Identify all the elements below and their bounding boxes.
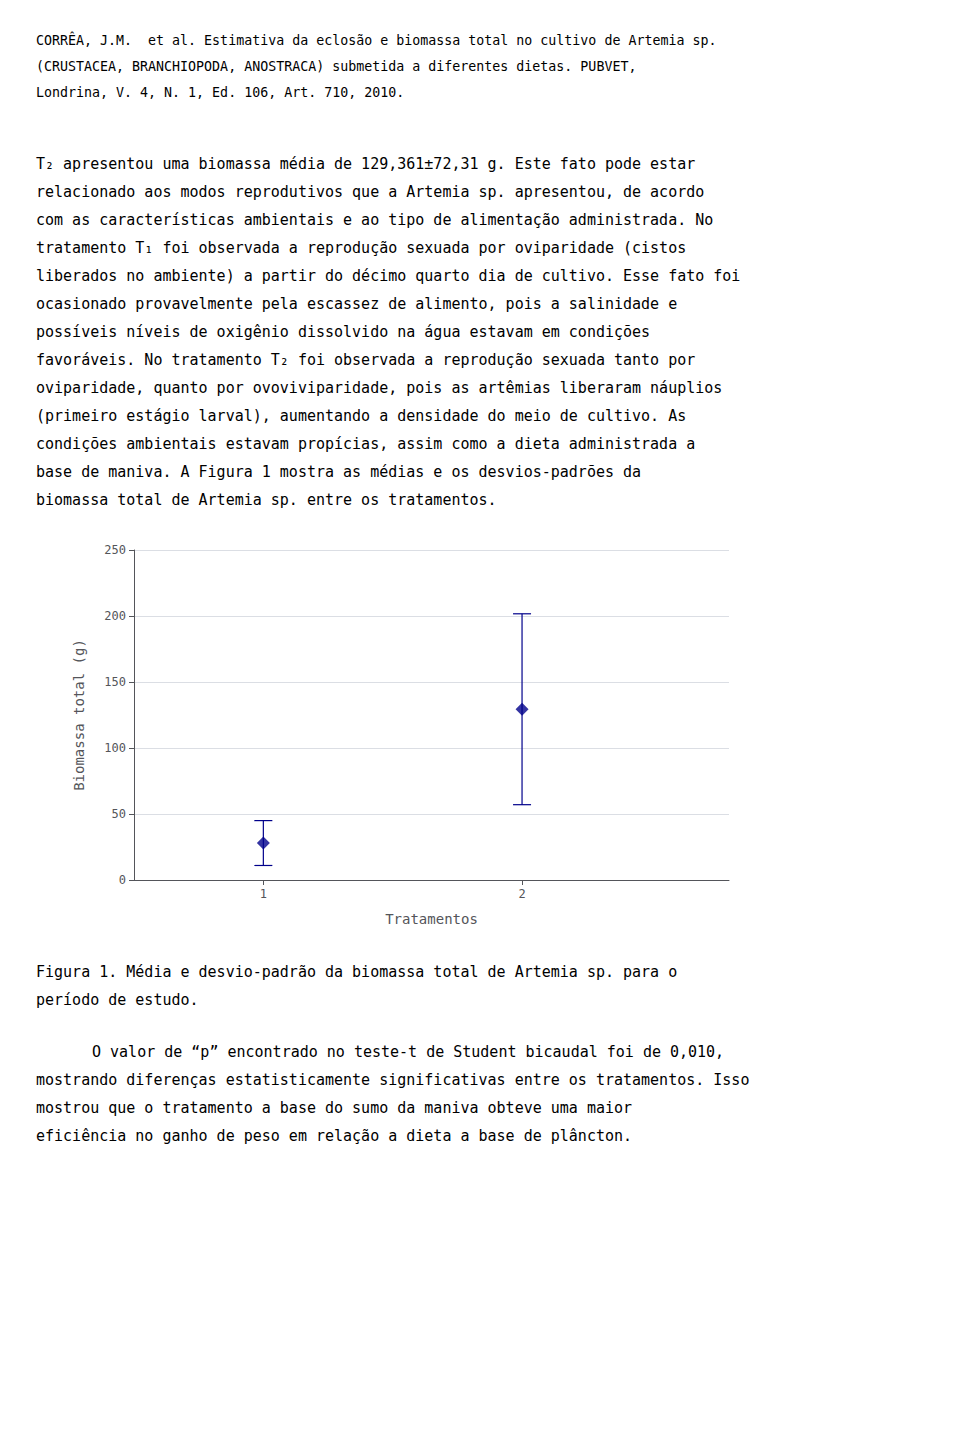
- svg-text:150: 150: [104, 675, 126, 689]
- html-text:possíveis níveis de oxigênio d: possíveis níveis de oxigênio dissolvido …: [36, 323, 651, 341]
- html-text:Figura 1. Média e desvio-padrã: Figura 1. Média e desvio-padrão da bioma…: [36, 963, 678, 981]
- svg-text:200: 200: [104, 609, 126, 623]
- html-text:mostrando diferenças estatisti: mostrando diferenças estatisticamente si…: [36, 1071, 750, 1089]
- html-text:favoráveis. No tratamento T₂ f: favoráveis. No tratamento T₂ foi observa…: [36, 351, 696, 369]
- html-text:(CRUSTACEA, BRANCHIOPODA, ANOS: (CRUSTACEA, BRANCHIOPODA, ANOSTRACA) sub…: [36, 59, 637, 74]
- html-text:com as características ambient: com as características ambientais e ao t…: [36, 211, 714, 229]
- svg-text:50: 50: [112, 807, 126, 821]
- html-text:tratamento T₁ foi observada a: tratamento T₁ foi observada a reprodução…: [36, 239, 687, 257]
- html-text:Londrina, V. 4, N. 1, Ed. 106,: Londrina, V. 4, N. 1, Ed. 106, Art. 710,…: [36, 85, 405, 100]
- html-text:T₂ apresentou uma biomassa méd: T₂ apresentou uma biomassa média de 129,…: [36, 155, 696, 173]
- html-text:base de maniva. A Figura 1 mos: base de maniva. A Figura 1 mostra as méd…: [36, 463, 642, 481]
- svg-text:2: 2: [518, 887, 525, 901]
- html-text:(primeiro estágio larval), aum: (primeiro estágio larval), aumentando a …: [36, 407, 687, 425]
- svg-text:Tratamentos: Tratamentos: [385, 911, 478, 927]
- html-text:mostrou que o tratamento a bas: mostrou que o tratamento a base do sumo …: [36, 1099, 632, 1117]
- svg-text:0: 0: [119, 873, 126, 887]
- html-text:CORRÊA, J.M. et al. Estimativa: CORRÊA, J.M. et al. Estimativa da eclosã…: [36, 33, 717, 48]
- html-text:O valor de “p” encontrado no t: O valor de “p” encontrado no teste-t de …: [92, 1043, 725, 1061]
- html-text:liberados no ambiente) a parti: liberados no ambiente) a partir do décim…: [36, 267, 741, 285]
- svg-text:Biomassa total (g): Biomassa total (g): [71, 639, 87, 791]
- html-text:relacionado aos modos reprodut: relacionado aos modos reprodutivos que a…: [36, 183, 705, 201]
- html-text:ocasionado provavelmente pela: ocasionado provavelmente pela escassez d…: [36, 295, 678, 313]
- svg-text:100: 100: [104, 741, 126, 755]
- svg-text:1: 1: [260, 887, 267, 901]
- html-text:período de estudo.: período de estudo.: [36, 991, 199, 1009]
- svg-text:250: 250: [104, 543, 126, 557]
- html-text:biomassa total de Artemia sp.: biomassa total de Artemia sp. entre os t…: [36, 491, 497, 509]
- html-text:oviparidade, quanto por ovoviv: oviparidade, quanto por ovoviviparidade,…: [36, 379, 723, 397]
- html-text:condições ambientais estavam p: condições ambientais estavam propícias, …: [36, 435, 696, 453]
- html-text:eficiência no ganho de peso em: eficiência no ganho de peso em relação a…: [36, 1127, 632, 1145]
